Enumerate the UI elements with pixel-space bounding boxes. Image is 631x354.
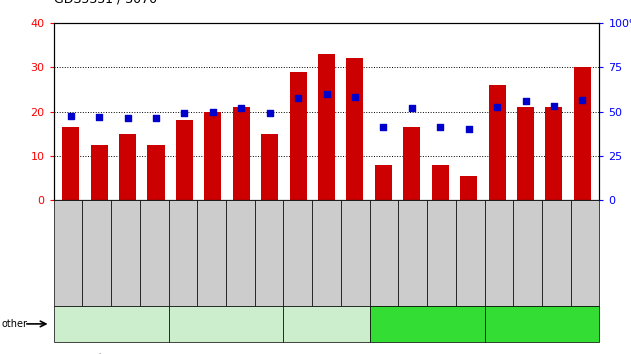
Bar [62,127,80,200]
Text: GSM832441: GSM832441 [379,230,389,276]
Point [350,95,360,100]
Bar [432,165,449,200]
Text: GSM832452: GSM832452 [264,230,274,276]
Bar [346,58,363,200]
Point [464,126,474,132]
Point [264,110,274,116]
Text: GSM832450: GSM832450 [207,230,216,276]
Bar [204,112,221,200]
Bar [545,107,562,200]
Point [122,115,133,120]
Bar [460,176,477,200]
Text: GSM832443: GSM832443 [437,230,446,276]
Text: GSM832455: GSM832455 [351,230,360,276]
Point [549,103,559,109]
Text: GSM832440: GSM832440 [581,230,589,276]
Point [521,98,531,104]
Point [407,105,417,111]
Text: Domingo Rubio
stream upper course: Domingo Rubio stream upper course [286,314,367,333]
Text: other: other [1,319,27,329]
Text: GSM832437: GSM832437 [495,230,504,276]
Text: GSM832448: GSM832448 [150,230,158,276]
Text: GSM832444: GSM832444 [466,230,475,276]
Text: GSM832438: GSM832438 [523,230,532,276]
Bar [233,107,250,200]
Bar [290,72,307,200]
Text: GSM832446: GSM832446 [92,230,101,276]
Text: ■: ■ [60,351,72,354]
Point [94,114,104,120]
Text: Domingo Rubio stream
medium course: Domingo Rubio stream medium course [182,314,270,333]
Point [208,110,218,115]
Text: GSM832453: GSM832453 [293,230,302,276]
Text: GSM832439: GSM832439 [552,230,561,276]
Point [151,115,161,120]
Bar [517,107,534,200]
Text: Santa Olalla lagoon
(unpolluted): Santa Olalla lagoon (unpolluted) [504,314,579,333]
Bar [574,67,591,200]
Point [66,113,76,119]
Bar [148,145,165,200]
Bar [119,133,136,200]
Text: GSM832447: GSM832447 [121,230,130,276]
Point [236,105,246,111]
Point [577,97,587,103]
Bar [261,133,278,200]
Point [435,124,445,130]
Bar [176,120,193,200]
Text: Domingo Rubio stream
lower course: Domingo Rubio stream lower course [67,314,155,333]
Text: count: count [76,353,103,354]
Text: phosphogypsum stacks: phosphogypsum stacks [382,319,472,329]
Point [293,95,303,101]
Point [321,91,332,97]
Point [492,104,502,110]
Bar [91,145,108,200]
Text: GDS5331 / 3070: GDS5331 / 3070 [54,0,156,5]
Text: GSM832442: GSM832442 [408,230,417,276]
Point [179,110,189,116]
Text: GSM832449: GSM832449 [179,230,187,276]
Bar [488,85,505,200]
Text: GSM832451: GSM832451 [236,230,245,276]
Bar [318,54,335,200]
Point [379,124,389,130]
Text: GSM832454: GSM832454 [322,230,331,276]
Bar [375,165,392,200]
Text: GSM832445: GSM832445 [64,230,73,276]
Bar [403,127,420,200]
